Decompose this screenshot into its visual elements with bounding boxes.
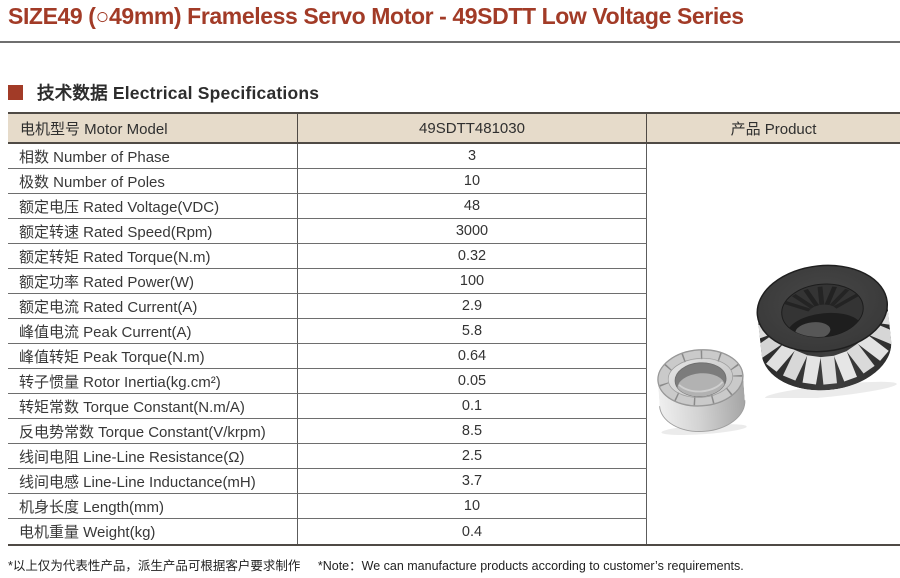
stator-ring-photo bbox=[756, 264, 897, 398]
spec-row-label: 峰值转矩 Peak Torque(N.m) bbox=[8, 344, 298, 369]
spec-row-value: 3 bbox=[298, 144, 647, 169]
spec-row-value: 8.5 bbox=[298, 419, 647, 444]
section-title: 技术数据 Electrical Specifications bbox=[37, 83, 320, 103]
spec-row-value: 100 bbox=[298, 269, 647, 294]
product-image-cell bbox=[647, 144, 900, 544]
footer-note: *以上仅为代表性产品，派生产品可根据客户要求制作 *Note：We can ma… bbox=[8, 555, 744, 574]
table-header-motor-model: 电机型号 Motor Model bbox=[8, 114, 298, 144]
spec-row-label: 线间电阻 Line-Line Resistance(Ω) bbox=[8, 444, 298, 469]
spec-row-label: 额定转速 Rated Speed(Rpm) bbox=[8, 219, 298, 244]
spec-row-label: 转矩常数 Torque Constant(N.m/A) bbox=[8, 394, 298, 419]
spec-row-value: 0.32 bbox=[298, 244, 647, 269]
spec-row-label: 额定功率 Rated Power(W) bbox=[8, 269, 298, 294]
spec-row-label: 反电势常数 Torque Constant(V/krpm) bbox=[8, 419, 298, 444]
spec-row-label: 线间电感 Line-Line Inductance(mH) bbox=[8, 469, 298, 494]
spec-row-value: 48 bbox=[298, 194, 647, 219]
spec-row-value: 3000 bbox=[298, 219, 647, 244]
spec-row-label: 转子惯量 Rotor Inertia(kg.cm²) bbox=[8, 369, 298, 394]
section-header: 技术数据 Electrical Specifications bbox=[8, 80, 319, 105]
spec-row-value: 10 bbox=[298, 169, 647, 194]
spec-row-label: 电机重量 Weight(kg) bbox=[8, 519, 298, 544]
spec-row-label: 相数 Number of Phase bbox=[8, 144, 298, 169]
section-bullet-square-icon bbox=[8, 85, 23, 100]
spec-row-label: 额定转矩 Rated Torque(N.m) bbox=[8, 244, 298, 269]
spec-row-value: 2.9 bbox=[298, 294, 647, 319]
spec-table: 电机型号 Motor Model 49SDTT481030 产品 Product bbox=[8, 112, 900, 546]
spec-row-label: 极数 Number of Poles bbox=[8, 169, 298, 194]
spec-row-value: 0.1 bbox=[298, 394, 647, 419]
spec-row-value: 0.64 bbox=[298, 344, 647, 369]
spec-row-value: 3.7 bbox=[298, 469, 647, 494]
spec-row-label: 机身长度 Length(mm) bbox=[8, 494, 298, 519]
spec-row-label: 峰值电流 Peak Current(A) bbox=[8, 319, 298, 344]
table-header-model-number: 49SDTT481030 bbox=[298, 114, 647, 144]
table-header-product: 产品 Product bbox=[647, 114, 900, 144]
page-title: SIZE49 (○49mm) Frameless Servo Motor - 4… bbox=[8, 3, 744, 29]
rotor-ring-photo bbox=[657, 349, 747, 435]
footer-note-english: *Note：We can manufacture products accord… bbox=[317, 559, 744, 573]
spec-row-value: 5.8 bbox=[298, 319, 647, 344]
spec-row-label: 额定电流 Rated Current(A) bbox=[8, 294, 298, 319]
spec-row-value: 10 bbox=[298, 494, 647, 519]
spec-row-value: 0.05 bbox=[298, 369, 647, 394]
spec-row-value: 0.4 bbox=[298, 519, 647, 544]
spec-row-value: 2.5 bbox=[298, 444, 647, 469]
title-divider bbox=[0, 41, 900, 43]
footer-note-chinese: *以上仅为代表性产品，派生产品可根据客户要求制作 bbox=[8, 559, 301, 573]
spec-row-label: 额定电压 Rated Voltage(VDC) bbox=[8, 194, 298, 219]
